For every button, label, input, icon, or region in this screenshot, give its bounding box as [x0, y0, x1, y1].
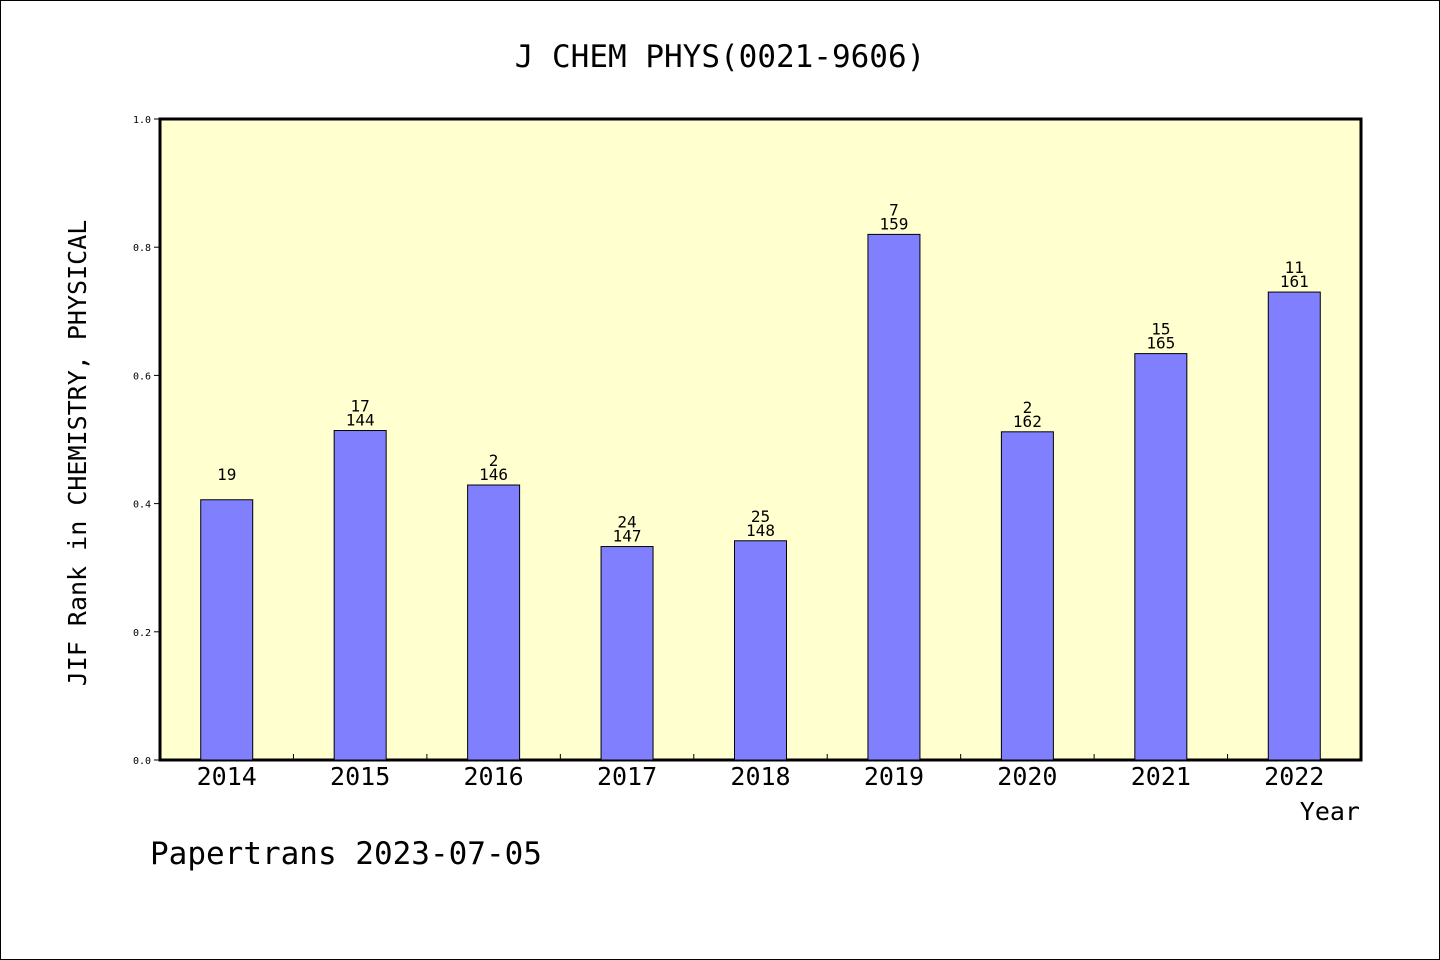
chart-title: J CHEM PHYS(0021-9606)	[515, 39, 926, 75]
bar-total-label: 162	[1013, 412, 1042, 431]
x-tick-label: 2017	[597, 762, 657, 791]
bar-2022	[1267, 291, 1321, 761]
bar-2014	[200, 499, 254, 761]
x-tick-label: 2022	[1264, 762, 1324, 791]
bar-2016	[467, 484, 521, 761]
bar-rank-label: 2	[489, 451, 499, 470]
bar-2018	[734, 540, 787, 761]
bar-2015	[333, 430, 387, 761]
y-tick-label: 0.2	[133, 628, 151, 639]
x-tick-label: 2015	[330, 762, 390, 791]
bar-rank-label: 11	[1285, 258, 1304, 277]
y-axis: 0.0 0.2 0.4 0.6 0.8 1.0	[133, 115, 160, 767]
bar-series	[200, 233, 1321, 761]
bar-rank-label: 24	[617, 513, 636, 532]
x-tick-label: 2021	[1131, 762, 1191, 791]
bar-rank-label: 7	[889, 200, 899, 219]
bar-total-label: 159	[879, 214, 908, 233]
bar-rank-label: 2	[1023, 398, 1033, 417]
bar-2019	[867, 233, 921, 761]
x-tick-label: 2016	[464, 762, 524, 791]
y-tick-label: 1.0	[133, 115, 151, 126]
bar-total-label: 165	[1146, 334, 1175, 353]
y-tick-label: 0.6	[133, 371, 151, 382]
x-axis: 2014 2015 2016 2017 2018 2019 2020 2021 2022	[197, 754, 1324, 791]
bar-total-label: 146	[479, 465, 508, 484]
x-tick-label: 2019	[864, 762, 924, 791]
bar-2021	[1134, 353, 1188, 761]
x-tick-label: 2014	[197, 762, 257, 791]
bar-2020	[1000, 431, 1054, 761]
bar-total-label: 161	[1280, 272, 1309, 291]
x-tick-label: 2020	[997, 762, 1057, 791]
bar-total-label: 147	[613, 527, 642, 546]
bar-rank-label: 17	[351, 397, 370, 416]
y-tick-label: 0.0	[133, 756, 151, 767]
x-tick-label: 2018	[730, 762, 790, 791]
footer-caption: Papertrans 2023-07-05	[150, 836, 542, 872]
y-tick-label: 0.8	[133, 243, 151, 254]
x-axis-label: Year	[1300, 797, 1360, 826]
y-tick-label: 0.4	[133, 500, 151, 511]
bar-total-label: 148	[746, 521, 775, 540]
bar-total-label: 144	[346, 411, 375, 430]
y-axis-label: JIF Rank in CHEMISTRY, PHYSICAL	[63, 220, 92, 687]
bar-rank-label: 19	[217, 465, 236, 484]
bar-rank-label: 15	[1151, 320, 1170, 339]
bar-2017	[600, 546, 654, 761]
bar-rank-label: 25	[751, 507, 770, 526]
